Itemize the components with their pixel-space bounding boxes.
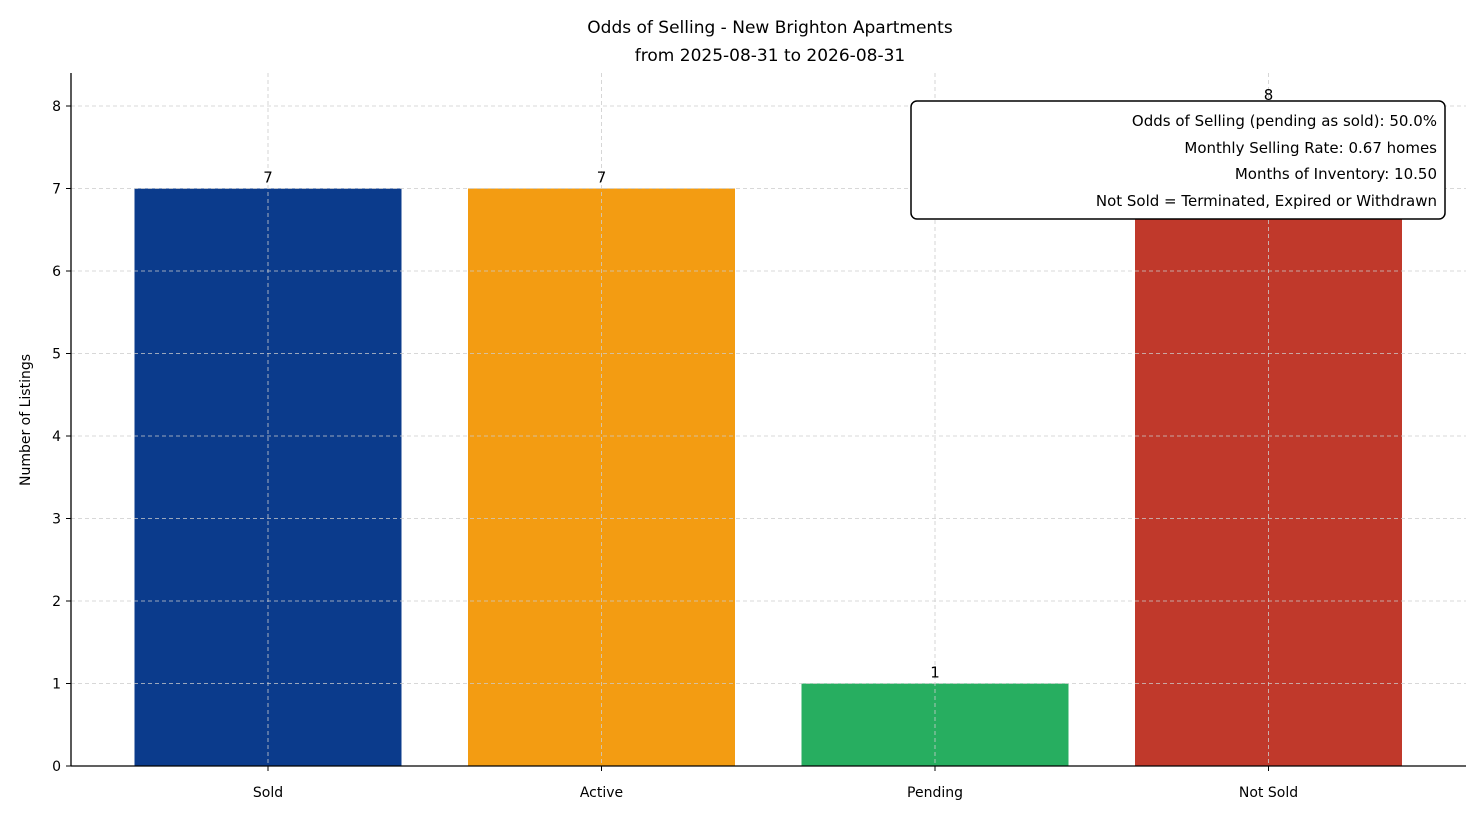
x-tick-label: Pending (907, 785, 963, 801)
bar-value-labels: 7 7 1 8 (263, 86, 1273, 682)
y-tick-label: 0 (52, 759, 61, 775)
stats-odds-of-selling: Odds of Selling (pending as sold): 50.0% (1132, 112, 1437, 130)
chart-subtitle: from 2025-08-31 to 2026-08-31 (635, 46, 905, 66)
chart-title: Odds of Selling - New Brighton Apartment… (587, 18, 953, 38)
stats-box-frame (910, 100, 1446, 220)
y-tick-label: 1 (52, 677, 61, 693)
x-tick-label: Active (580, 785, 623, 801)
y-tick-label: 4 (52, 429, 61, 445)
ticks: 0 1 2 3 4 5 6 7 8 Sold Active Pending Not Sold (52, 99, 1298, 801)
stats-annotation: Odds of Selling (pending as sold): 50.0%… (910, 100, 1446, 220)
bar-value-label: 7 (597, 169, 607, 187)
x-tick-label: Sold (253, 785, 283, 801)
y-axis-label: Number of Listings (18, 354, 34, 486)
stats-not-sold-definition: Not Sold = Terminated, Expired or Withdr… (1096, 192, 1437, 210)
y-tick-label: 8 (52, 99, 61, 115)
x-tick-label: Not Sold (1239, 785, 1298, 801)
stats-monthly-selling-rate: Monthly Selling Rate: 0.67 homes (1184, 139, 1437, 157)
y-tick-label: 5 (52, 347, 61, 363)
y-tick-label: 2 (52, 594, 61, 610)
bar-active (468, 188, 735, 766)
stats-months-of-inventory: Months of Inventory: 10.50 (1235, 165, 1437, 183)
y-tick-label: 7 (52, 182, 61, 198)
bar-value-label: 8 (1264, 86, 1274, 104)
bar-value-label: 1 (930, 664, 940, 682)
bar-value-label: 7 (263, 169, 273, 187)
y-tick-label: 3 (52, 512, 61, 528)
y-tick-label: 6 (52, 264, 61, 280)
bar-sold (134, 188, 402, 766)
